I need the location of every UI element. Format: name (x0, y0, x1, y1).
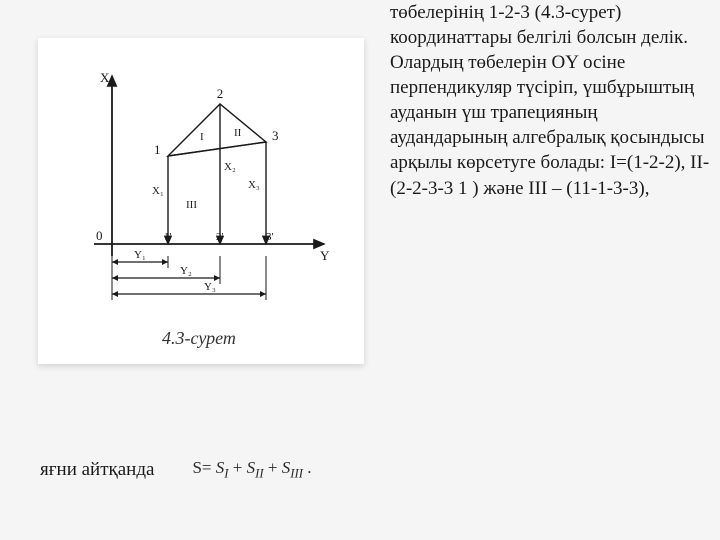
x3-label: X₃ (248, 179, 260, 191)
formula-plus-1: + (233, 458, 247, 477)
region-2-label: II (234, 127, 242, 139)
formula-s2: SII (247, 458, 264, 477)
x2-label: X₂ (224, 161, 236, 173)
bottom-label: яғни айтқанда (40, 459, 154, 481)
formula-suffix: . (307, 458, 311, 477)
formula-lhs: S= (192, 458, 211, 477)
y3-arrow-l (112, 291, 118, 297)
triangle-edge-1-3 (168, 142, 266, 156)
triangle-outline (168, 104, 266, 156)
y3-label: Y₃ (204, 281, 216, 293)
vertex-1-label: 1 (154, 142, 161, 157)
figure-container: Х Y 0 1 2 3 I II (38, 38, 364, 364)
vertex-3-label: 3 (272, 128, 279, 143)
y-axis-label: Y (320, 248, 330, 263)
region-3-label: III (186, 199, 197, 211)
y2-label: Y₂ (180, 265, 192, 277)
y1-label: Y₁ (134, 249, 146, 261)
vertex-2-label: 2 (217, 86, 224, 101)
foot-1-label: 1' (164, 231, 172, 243)
y2-arrow-l (112, 275, 118, 281)
region-1-label: I (200, 131, 204, 143)
page: Х Y 0 1 2 3 I II (0, 0, 720, 540)
foot-3-label: 3' (266, 231, 274, 243)
origin-label: 0 (96, 228, 103, 243)
x1-label: X₁ (152, 185, 164, 197)
formula-s3: SIII (282, 458, 303, 477)
main-paragraph: төбелерінің 1-2-3 (4.3-сурет) координатт… (390, 0, 710, 201)
y1-arrow-r (162, 259, 168, 265)
y1-arrow-l (112, 259, 118, 265)
triangle-diagram: Х Y 0 1 2 3 I II (76, 64, 336, 304)
foot-2-label: 2' (216, 231, 224, 243)
x-axis-label: Х (100, 70, 110, 85)
bottom-row: яғни айтқанда S= SI + SII + SIII . (40, 458, 311, 481)
area-formula: S= SI + SII + SIII . (192, 458, 311, 481)
y3-arrow-r (260, 291, 266, 297)
formula-s1: SI (216, 458, 229, 477)
figure-caption: 4.3-сурет (162, 328, 236, 349)
formula-plus-2: + (268, 458, 282, 477)
